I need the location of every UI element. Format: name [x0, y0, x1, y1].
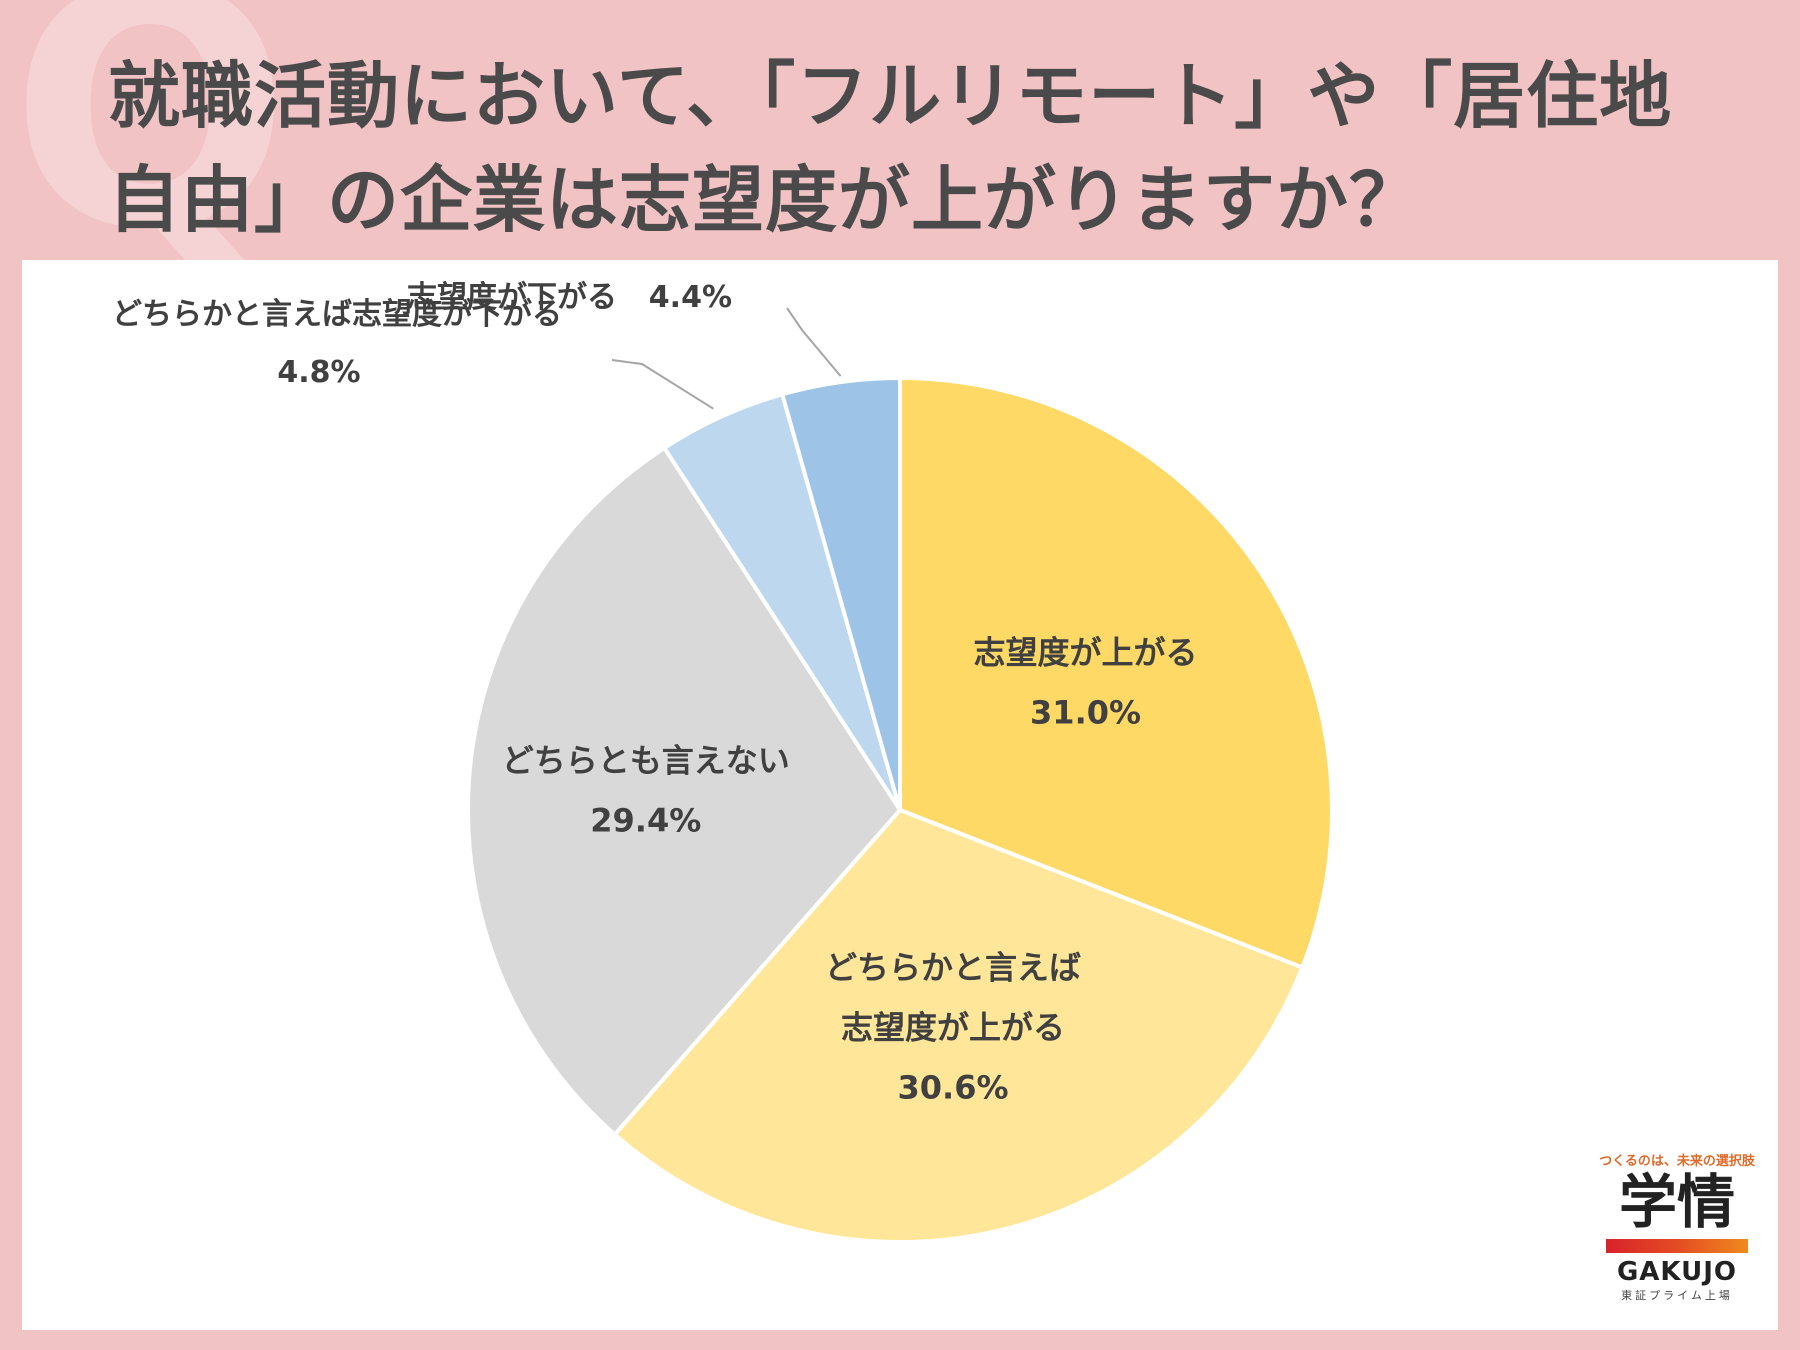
logo-tagline: つくるのは、未来の選択肢 — [1599, 1154, 1755, 1169]
logo-bar — [1606, 1239, 1748, 1253]
slice-value-label: 4.8% — [277, 355, 360, 390]
chart-panel: 志望度が上がる 31.0% どちらかと言えば 志望度が上がる 30.6% どちらとも言えな… — [22, 260, 1778, 1330]
slice-value-label: 31.0% — [1030, 693, 1141, 731]
gakujo-logo: つくるのは、未来の選択肢 学情 GAKUJO 東証プライム上場 — [1592, 1150, 1762, 1303]
pie-chart: 志望度が上がる31.0%どちらかと言えば志望度が上がる30.6%どちらとも言えな… — [112, 280, 1334, 1245]
pie-slice-agree — [898, 375, 1334, 971]
slice-category-label: どちらとも言えない — [502, 742, 790, 780]
slice-category-label: 志望度が下がる — [407, 280, 617, 315]
logo-brand: GAKUJO — [1616, 1257, 1738, 1287]
leader-line — [611, 359, 714, 410]
q-watermark: Q — [10, 0, 291, 302]
slice-category-label: 志望度が上がる — [974, 633, 1198, 671]
slice-value-label: 30.6% — [898, 1068, 1009, 1106]
logo-kanji: 学情 — [1618, 1168, 1735, 1236]
title-line-2: 自由」の企業は志望度が上がりますか？ — [108, 158, 1423, 242]
slice-value-label: 4.4% — [649, 280, 732, 315]
slice-category-label: どちらかと言えば志望度が下がる — [112, 297, 562, 332]
pie-slice-neutral — [466, 445, 903, 1138]
page-title: 就職活動において、「フルリモート」や「居住地 自由」の企業は志望度が上がりますか… — [108, 44, 1748, 252]
slice-value-label: 29.4% — [590, 802, 701, 840]
title-line-1: 就職活動において、「フルリモート」や「居住地 — [108, 54, 1673, 138]
leader-line — [786, 307, 842, 377]
pie-slice-somewhat-agree — [611, 807, 1305, 1245]
pie-slice-disagree — [779, 375, 902, 811]
logo-sub: 東証プライム上場 — [1621, 1289, 1733, 1302]
slice-category-label: 志望度が上がる — [841, 1008, 1065, 1046]
slice-category-label: どちらかと言えば — [825, 948, 1081, 986]
